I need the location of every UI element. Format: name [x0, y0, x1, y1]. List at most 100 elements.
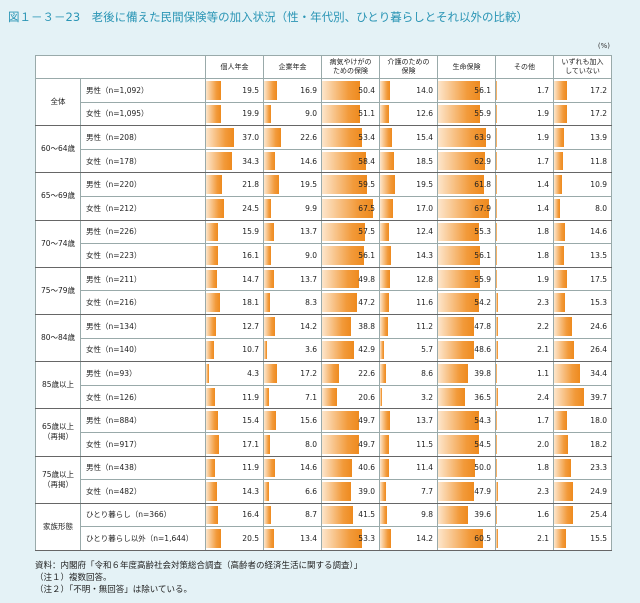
bar — [554, 505, 574, 525]
value-cell: 10.7 — [205, 337, 264, 363]
value-label: 19.5 — [300, 180, 317, 190]
value-label: 12.7 — [242, 321, 259, 331]
bar — [206, 293, 220, 312]
value-label: 3.6 — [305, 345, 317, 355]
value-cell: 34.3 — [205, 148, 264, 174]
value-cell: 19.5 — [379, 172, 438, 197]
data-row: 女性（n=140） 10.7 3.6 42.9 5.7 48.6 2.1 26.4 — [36, 337, 612, 363]
value-label: 16.4 — [242, 510, 259, 520]
value-label: 8.6 — [421, 368, 433, 378]
bar — [438, 505, 468, 525]
value-label: 11.6 — [416, 298, 433, 308]
row-label: 女性（n=1,095） — [80, 101, 206, 127]
data-row: 女性（n=212） 24.5 9.9 67.5 17.0 67.9 1.4 8.0 — [36, 195, 612, 221]
value-cell: 2.4 — [495, 384, 554, 410]
bar — [322, 81, 360, 100]
bar — [496, 81, 498, 100]
bar — [554, 246, 565, 265]
bar — [206, 198, 225, 218]
value-cell: 1.4 — [495, 195, 554, 221]
bar — [264, 151, 275, 171]
title: 図１－３－23 老後に備えた民間保険等の加入状況（性・年代別、ひとり暮らしとそれ… — [8, 10, 528, 24]
value-cell: 9.0 — [263, 101, 322, 127]
bar — [322, 222, 366, 242]
data-row: ひとり暮らし以外（n=1,644） 20.5 13.4 53.3 14.2 60.5 2.1… — [36, 526, 612, 551]
data-row: 女性（n=1,095） 19.9 9.0 51.1 12.6 55.9 1.9 17.2 — [36, 101, 612, 127]
bar — [380, 104, 390, 124]
header-line: 個人年金 — [220, 62, 249, 71]
bar — [322, 434, 360, 454]
value-cell: 11.8 — [553, 148, 612, 174]
value-label: 61.8 — [474, 180, 491, 190]
value-cell: 49.7 — [321, 408, 380, 433]
bar — [264, 434, 270, 454]
group-label-line: 65～69歳 — [40, 191, 76, 201]
value-label: 23.3 — [590, 463, 607, 473]
bar — [206, 128, 234, 147]
value-cell: 14.6 — [553, 219, 612, 245]
value-cell: 67.5 — [321, 195, 380, 221]
bar — [206, 364, 210, 383]
value-label: 55.9 — [474, 109, 491, 119]
group-label: 65～69歳 — [35, 172, 81, 221]
group-label: 75～79歳 — [35, 266, 81, 315]
value-label: 26.4 — [590, 345, 607, 355]
value-cell: 14.3 — [379, 243, 438, 268]
data-row: 70～74歳 男性（n=226） 15.9 13.7 57.5 12.4 55.3 1.8 14… — [35, 219, 612, 268]
value-cell: 14.7 — [205, 266, 264, 292]
value-label: 51.1 — [358, 109, 375, 119]
value-label: 16.9 — [300, 85, 317, 95]
header-line: 企業年金 — [278, 62, 307, 71]
header-line: いずれも加入 — [561, 58, 604, 66]
bar — [380, 81, 391, 100]
header-line: 病気やけがの — [329, 58, 372, 66]
value-cell: 12.6 — [379, 101, 438, 127]
value-cell: 59.5 — [321, 172, 380, 197]
value-cell: 13.7 — [263, 219, 322, 245]
bar — [264, 340, 267, 360]
value-label: 1.6 — [537, 510, 549, 520]
value-label: 14.3 — [416, 250, 433, 260]
value-label: 1.8 — [537, 463, 549, 473]
bar — [264, 505, 271, 525]
value-cell: 7.1 — [263, 384, 322, 410]
value-label: 14.2 — [300, 321, 317, 331]
bar — [554, 269, 568, 289]
value-cell: 15.5 — [553, 526, 612, 551]
row-label: 男性（n=884） — [80, 408, 206, 433]
bar — [554, 529, 566, 548]
value-cell: 1.1 — [495, 361, 554, 386]
value-cell: 17.0 — [379, 195, 438, 221]
value-label: 38.8 — [358, 321, 375, 331]
header-row: 個人年金 企業年金 病気やけがの ための保険 介護のための 保険 生命保険 その他 いずれも加入… — [35, 55, 612, 79]
column-header: いずれも加入 していない — [553, 55, 612, 79]
value-cell: 39.8 — [437, 361, 496, 386]
data-row: 80～84歳 男性（n=134） 12.7 14.2 38.8 11.2 47.8 2.2 24… — [35, 313, 612, 363]
value-label: 1.9 — [537, 274, 549, 284]
value-cell: 18.2 — [553, 431, 612, 457]
value-label: 14.0 — [416, 85, 433, 95]
bar — [496, 458, 498, 478]
value-cell: 14.6 — [263, 455, 322, 481]
column-header: 病気やけがの ための保険 — [321, 55, 380, 79]
data-row: 全体 男性（n=1,092） 19.5 16.9 50.4 14.0 56.1 1.7 17.2 — [35, 77, 612, 127]
bar — [206, 316, 216, 336]
value-cell: 14.0 — [379, 78, 438, 103]
value-cell: 39.6 — [437, 502, 496, 528]
value-cell: 62.9 — [437, 148, 496, 174]
value-cell: 24.6 — [553, 313, 612, 339]
column-header: その他 — [495, 55, 554, 79]
value-label: 16.1 — [242, 250, 259, 260]
bar — [206, 151, 232, 171]
value-cell: 19.5 — [263, 172, 322, 197]
bar — [496, 482, 498, 501]
bar — [554, 151, 563, 171]
bar — [206, 269, 218, 289]
data-row: 65～69歳 男性（n=220） 21.8 19.5 59.5 19.5 61.8 1.4 10… — [35, 172, 612, 221]
value-label: 53.4 — [358, 132, 375, 142]
row-label: 女性（n=212） — [80, 195, 206, 221]
value-label: 53.3 — [358, 534, 375, 544]
data-row: 女性（n=216） 18.1 8.3 47.2 11.6 54.2 2.3 15.3 — [36, 290, 612, 315]
value-cell: 19.9 — [205, 101, 264, 127]
value-label: 22.6 — [300, 132, 317, 142]
